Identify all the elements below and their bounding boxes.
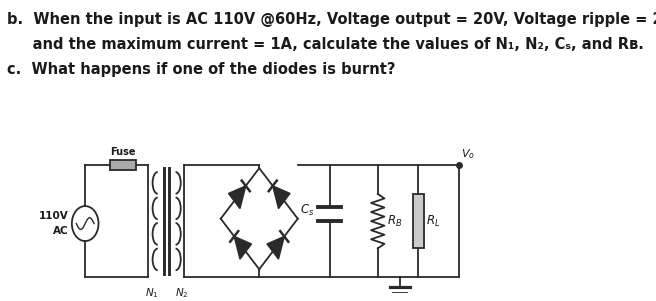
Polygon shape bbox=[228, 186, 246, 209]
Text: $V_o$: $V_o$ bbox=[461, 147, 476, 161]
Text: c.  What happens if one of the diodes is burnt?: c. What happens if one of the diodes is … bbox=[7, 62, 396, 77]
Text: Fuse: Fuse bbox=[110, 147, 135, 157]
Bar bbox=[413, 194, 424, 248]
Text: 110V: 110V bbox=[39, 211, 69, 221]
Text: AC: AC bbox=[53, 226, 69, 236]
Bar bbox=[110, 160, 136, 170]
Text: $C_s$: $C_s$ bbox=[300, 203, 315, 219]
Text: $N_1$: $N_1$ bbox=[145, 286, 159, 299]
Polygon shape bbox=[234, 236, 251, 259]
Text: b.  When the input is AC 110V @60Hz, Voltage output = 20V, Voltage ripple = 2V,: b. When the input is AC 110V @60Hz, Volt… bbox=[7, 12, 656, 27]
Text: $N_2$: $N_2$ bbox=[174, 286, 188, 299]
Text: $R_L$: $R_L$ bbox=[426, 214, 440, 229]
Text: and the maximum current = 1A, calculate the values of N₁, N₂, Cₛ, and Rʙ.: and the maximum current = 1A, calculate … bbox=[7, 37, 644, 52]
Text: $R_B$: $R_B$ bbox=[386, 214, 402, 229]
Polygon shape bbox=[267, 236, 284, 259]
Polygon shape bbox=[273, 186, 290, 209]
